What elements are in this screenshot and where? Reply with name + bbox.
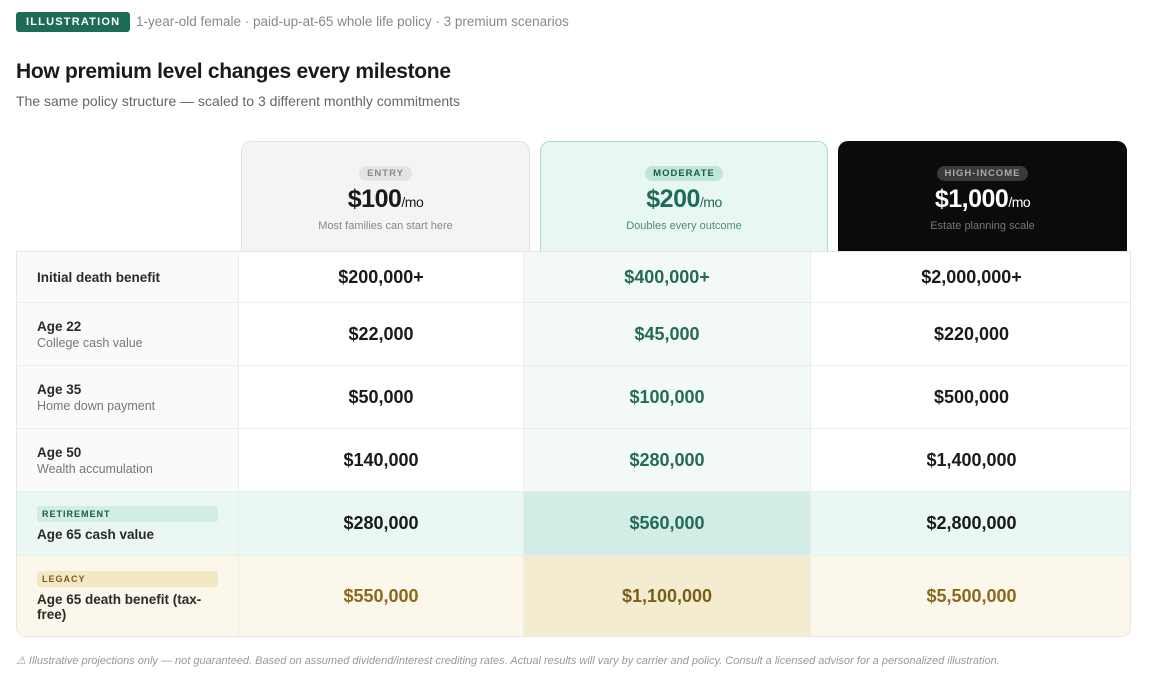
plan-note: Estate planning scale xyxy=(930,220,1035,232)
row-sublabel: College cash value xyxy=(37,335,143,350)
row-title: Initial death benefit xyxy=(37,269,161,285)
plan-card-line: ENTRY xyxy=(242,142,529,181)
row-title: Age 22 xyxy=(37,318,82,334)
value-cell: $45,000 xyxy=(523,303,810,365)
plan-card: HIGH-INCOME $1,000/mo Estate planning scal… xyxy=(838,141,1127,251)
value-cell: $400,000+ xyxy=(523,252,810,302)
plan-price-amount: $200 xyxy=(646,185,700,213)
plan-price-amount: $100 xyxy=(347,185,402,213)
value-cell: $560,000 xyxy=(523,492,810,555)
row-label: Age 22 College cash value xyxy=(17,303,238,365)
table: Initial death benefit $200,000+ $400,000+ $… xyxy=(16,251,1131,637)
subtitle: The same policy structure — scaled to 3 … xyxy=(16,93,461,109)
value-cell: $5,500,000 xyxy=(810,556,1130,636)
title: How premium level changes every mileston… xyxy=(16,60,451,83)
row-sublabel: Home down payment xyxy=(37,398,156,413)
plan-card: ENTRY $100/mo Most families can start here xyxy=(241,141,530,251)
value-cell: $200,000+ xyxy=(238,252,523,302)
plan-price-unit: /mo xyxy=(699,194,722,210)
row-label: Age 35 Home down payment xyxy=(17,366,238,428)
table-row: Age 50 Wealth accumulation $140,000 $280,00… xyxy=(17,428,1130,491)
row-tag: RETIREMENT xyxy=(37,505,218,522)
row-sublabel: Wealth accumulation xyxy=(37,461,153,476)
row-title: Age 65 death benefit (tax-free) xyxy=(37,591,202,622)
plan-note: Most families can start here xyxy=(318,220,453,232)
row-label: Initial death benefit xyxy=(17,252,238,302)
value-cell: $140,000 xyxy=(238,429,523,491)
row-label: RETIREMENT Age 65 cash value xyxy=(17,492,238,555)
row-label: LEGACY Age 65 death benefit (tax-free) xyxy=(17,556,238,636)
plan-price: $1,000/mo xyxy=(839,185,1126,214)
value-cell: $1,100,000 xyxy=(523,556,810,636)
value-cell: $550,000 xyxy=(238,556,523,636)
plan-price: $100/mo xyxy=(242,185,529,214)
row-tag: LEGACY xyxy=(37,570,218,587)
plan-card: MODERATE $200/mo Doubles every outcome xyxy=(540,141,828,251)
plan-note: Doubles every outcome xyxy=(626,220,742,232)
value-cell: $280,000 xyxy=(238,492,523,555)
meta: 1-year-old female · paid-up-at-65 whole … xyxy=(136,14,569,29)
plan-card-line: HIGH-INCOME xyxy=(839,142,1126,181)
badge: ILLUSTRATION xyxy=(16,12,131,32)
value-cell: $2,000,000+ xyxy=(810,252,1130,302)
value-cell: $2,800,000 xyxy=(810,492,1130,555)
value-cell: $500,000 xyxy=(810,366,1130,428)
value-cell: $22,000 xyxy=(238,303,523,365)
table-row: LEGACY Age 65 death benefit (tax-free) $55… xyxy=(17,555,1130,636)
plan-price-unit: /mo xyxy=(401,194,424,210)
plan-price-amount: $1,000 xyxy=(934,185,1009,213)
row-title: Age 65 cash value xyxy=(37,526,155,542)
plan-tag: ENTRY xyxy=(359,166,412,181)
value-cell: $1,400,000 xyxy=(810,429,1130,491)
plan-price: $200/mo xyxy=(541,185,827,214)
table-row: Age 22 College cash value $22,000 $45,000 $2… xyxy=(17,302,1130,365)
plan-price-unit: /mo xyxy=(1008,194,1031,210)
table-row: RETIREMENT Age 65 cash value $280,000 $560,… xyxy=(17,491,1130,555)
table-row: Age 35 Home down payment $50,000 $100,000 $5… xyxy=(17,365,1130,428)
footnote: ⚠ Illustrative projections only — not gu… xyxy=(16,655,1000,667)
value-cell: $280,000 xyxy=(523,429,810,491)
value-cell: $220,000 xyxy=(810,303,1130,365)
table-row: Initial death benefit $200,000+ $400,000+ $… xyxy=(17,252,1130,302)
row-title: Age 50 xyxy=(37,444,82,460)
row-label: Age 50 Wealth accumulation xyxy=(17,429,238,491)
value-cell: $50,000 xyxy=(238,366,523,428)
row-title: Age 35 xyxy=(37,381,82,397)
plan-card-line: MODERATE xyxy=(541,142,827,181)
plan-tag: HIGH-INCOME xyxy=(936,166,1029,181)
value-cell: $100,000 xyxy=(523,366,810,428)
plan-tag: MODERATE xyxy=(645,166,723,181)
